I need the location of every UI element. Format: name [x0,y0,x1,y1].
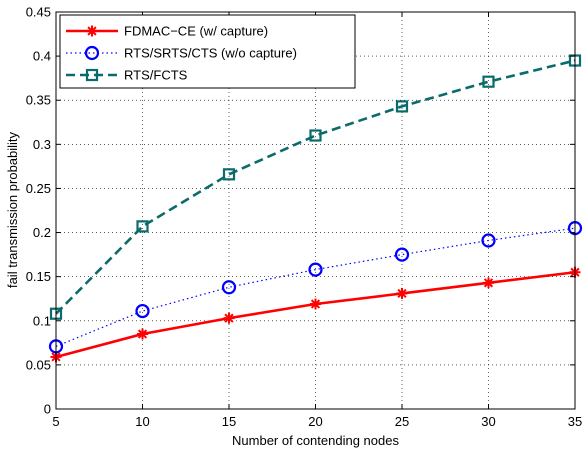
data-point-marker [136,220,149,233]
data-point-marker [481,233,496,248]
legend-marker [85,68,99,82]
x-tick-label: 5 [52,414,59,429]
y-tick-label: 0.35 [26,93,51,108]
data-point-marker [308,262,323,277]
data-point-marker [137,328,148,340]
y-tick-label: 0.4 [33,49,51,64]
x-tick-label: 25 [395,414,409,429]
y-tick-label: 0 [44,402,51,417]
y-tick-label: 0.2 [33,225,51,240]
legend-item: RTS/FCTS [66,68,188,83]
data-point-marker [395,100,409,113]
x-tick-label: 30 [481,414,495,429]
data-point-marker [394,247,410,262]
grid [56,12,575,409]
ticks: 5 10 15 20 25 30 35 0 0.05 0.1 0.15 0.2 0.25 0.3 0.35 0… [26,5,583,430]
y-tick-label: 0.25 [26,181,51,196]
legend-item: FDMAC−CE (w/ capture) [66,24,268,39]
data-point-marker [396,287,408,299]
legend-label: RTS/SRTS/CTS (w/o capture) [124,46,297,61]
data-point-marker [309,129,322,142]
data-point-marker [483,277,494,289]
data-point-marker [222,168,236,181]
x-tick-label: 20 [308,414,322,429]
x-tick-label: 35 [568,414,582,429]
data-point-marker [135,303,150,319]
series-1 [50,266,581,363]
series-line [55,227,576,347]
data-point-marker [223,312,235,324]
y-axis-label: fail transmission probability [5,131,20,288]
y-tick-label: 0.45 [26,5,51,20]
legend: FDMAC−CE (w/ capture) RTS/SRTS/CTS (w/o c… [59,14,356,89]
x-axis-label: Number of contending nodes [232,433,399,448]
legend-marker [84,45,100,61]
y-tick-label: 0.1 [33,313,51,328]
legend-label: FDMAC−CE (w/ capture) [124,24,268,39]
x-tick-label: 10 [135,414,149,429]
y-tick-label: 0.15 [26,269,51,284]
x-tick-label: 15 [222,414,236,429]
y-tick-label: 0.3 [33,137,51,152]
legend-label: RTS/FCTS [124,68,188,83]
legend-marker [86,25,98,37]
series-layer [48,54,583,363]
data-point-marker [310,298,321,310]
y-tick-label: 0.05 [26,357,51,372]
data-point-marker [482,75,495,88]
legend-item: RTS/SRTS/CTS (w/o capture) [66,46,297,61]
data-point-marker [221,280,237,295]
